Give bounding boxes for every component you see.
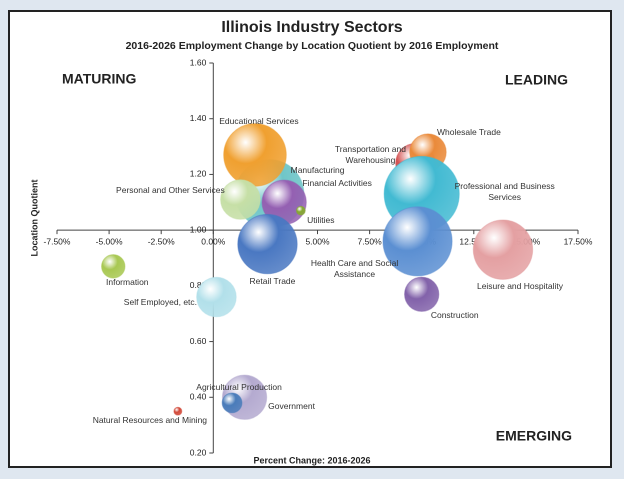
bubble <box>221 392 243 414</box>
bubble <box>295 205 306 216</box>
bubble-label: Government <box>268 401 315 412</box>
bubble-label: Leisure and Hospitality <box>476 280 563 291</box>
bubble-label: Information <box>106 277 149 288</box>
bubble-label: Health Care and Social Assistance <box>310 258 399 280</box>
x-tick-label: 5.00% <box>305 236 330 246</box>
bubble-label: Personal and Other Services <box>116 184 225 195</box>
bubble-label: Educational Services <box>219 115 299 126</box>
bubble <box>173 406 183 416</box>
quadrant-label: MATURING <box>62 71 137 87</box>
x-axis-label: Percent Change: 2016-2026 <box>253 455 370 465</box>
y-tick-label: 1.00 <box>190 224 207 234</box>
chart-title: Illinois Industry Sectors <box>221 19 402 36</box>
bubble-label: Transportation and Warehousing <box>334 144 406 166</box>
bubble <box>404 276 440 312</box>
bubble-label: Utilities <box>307 214 335 225</box>
y-tick-label: 0.40 <box>190 392 207 402</box>
x-tick-label: -7.50% <box>44 236 71 246</box>
bubble <box>220 179 261 220</box>
bubble-label: Retail Trade <box>249 276 296 287</box>
x-tick-label: 7.50% <box>358 236 383 246</box>
bubble <box>382 206 453 277</box>
bubble-label: Self Employed, etc. <box>123 297 198 307</box>
x-tick-label: -5.00% <box>96 236 123 246</box>
bubble-label: Natural Resources and Mining <box>92 415 208 426</box>
y-tick-label: 0.60 <box>190 336 207 346</box>
bubble-label: Professional and Business Services <box>454 180 555 202</box>
bubble <box>196 276 237 318</box>
y-tick-label: 1.40 <box>190 113 207 123</box>
y-tick-label: 1.20 <box>190 169 207 179</box>
quadrant-label: EMERGING <box>496 428 572 444</box>
bubble <box>237 213 298 275</box>
x-tick-label: 17.50% <box>564 236 593 246</box>
bubble <box>223 123 287 187</box>
quadrant-label: LEADING <box>505 72 568 88</box>
bubble-label: Agricultural Production <box>196 381 282 392</box>
bubble <box>472 219 534 280</box>
y-axis-label: Location Quotient <box>29 180 39 257</box>
x-tick-label: 0.00% <box>201 236 226 246</box>
bubble-label: Manufacturing <box>290 164 345 175</box>
y-tick-label: 0.80 <box>190 280 207 290</box>
y-tick-label: 0.20 <box>190 447 207 457</box>
chart-subtitle: 2016-2026 Employment Change by Location … <box>126 40 499 52</box>
bubble <box>101 254 126 279</box>
x-tick-label: -2.50% <box>148 236 175 246</box>
y-tick-label: 1.60 <box>190 57 207 67</box>
bubble-label: Construction <box>430 310 479 321</box>
bubble-label: Financial Activities <box>302 178 372 189</box>
bubble-label: Wholesale Trade <box>437 127 501 138</box>
